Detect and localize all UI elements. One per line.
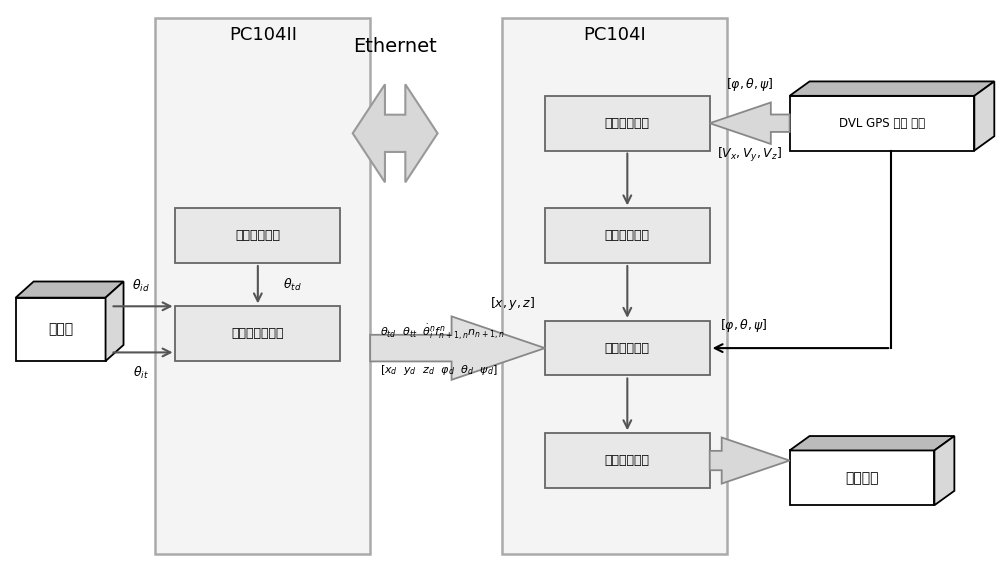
Polygon shape	[353, 84, 438, 182]
Bar	[545, 208, 710, 263]
Polygon shape	[710, 102, 790, 144]
Text: 机械手驱动模块: 机械手驱动模块	[232, 327, 284, 340]
Bar	[545, 321, 710, 376]
Text: DVL GPS 罗经 陀螺: DVL GPS 罗经 陀螺	[839, 117, 925, 129]
Polygon shape	[790, 436, 954, 450]
Bar	[175, 208, 340, 263]
Polygon shape	[710, 438, 790, 484]
Text: 位姿采集模块: 位姿采集模块	[605, 117, 650, 129]
Polygon shape	[974, 81, 994, 151]
Text: $\theta_{it}$: $\theta_{it}$	[133, 365, 148, 381]
Bar	[502, 18, 727, 554]
Text: PC104I: PC104I	[583, 26, 646, 45]
Text: $[\varphi,\theta,\psi]$: $[\varphi,\theta,\psi]$	[720, 317, 767, 334]
Text: PC104II: PC104II	[229, 26, 297, 45]
Text: 运动控制模块: 运动控制模块	[605, 342, 650, 354]
Polygon shape	[934, 436, 954, 505]
Text: 航位推算模块: 航位推算模块	[605, 229, 650, 242]
Polygon shape	[16, 281, 124, 298]
Bar	[175, 306, 340, 361]
Text: Ethernet: Ethernet	[353, 38, 437, 56]
Text: $\theta_{td}\ \ \theta_{tt}\ \ \dot{\theta}^n_i f^n_{n+1,n} n_{n+1,n}$: $\theta_{td}\ \ \theta_{tt}\ \ \dot{\the…	[380, 323, 505, 342]
Polygon shape	[370, 316, 545, 380]
Bar	[545, 96, 710, 151]
Polygon shape	[106, 281, 124, 361]
Text: 推进设备: 推进设备	[845, 471, 879, 485]
Bar	[790, 96, 974, 151]
Text: 推力分配模块: 推力分配模块	[605, 454, 650, 467]
Bar	[790, 450, 934, 505]
Bar	[155, 18, 370, 554]
Text: 机械手: 机械手	[48, 323, 73, 336]
Text: $\theta_{id}$: $\theta_{id}$	[132, 278, 149, 294]
Bar	[16, 298, 106, 361]
Text: $[x,y,z]$: $[x,y,z]$	[490, 295, 535, 312]
Text: $[V_x,V_y,V_z]$: $[V_x,V_y,V_z]$	[717, 146, 782, 164]
Text: $\theta_{td}$: $\theta_{td}$	[283, 277, 301, 292]
Bar	[545, 433, 710, 488]
Text: $[x_d\ \ y_d\ \ z_d\ \ \varphi_d\ \ \theta_d\ \ \psi_d]$: $[x_d\ \ y_d\ \ z_d\ \ \varphi_d\ \ \the…	[380, 364, 498, 377]
Polygon shape	[790, 81, 994, 96]
Text: $[\varphi,\theta,\psi]$: $[\varphi,\theta,\psi]$	[726, 76, 773, 92]
Text: 轨迹规划模块: 轨迹规划模块	[235, 229, 280, 242]
